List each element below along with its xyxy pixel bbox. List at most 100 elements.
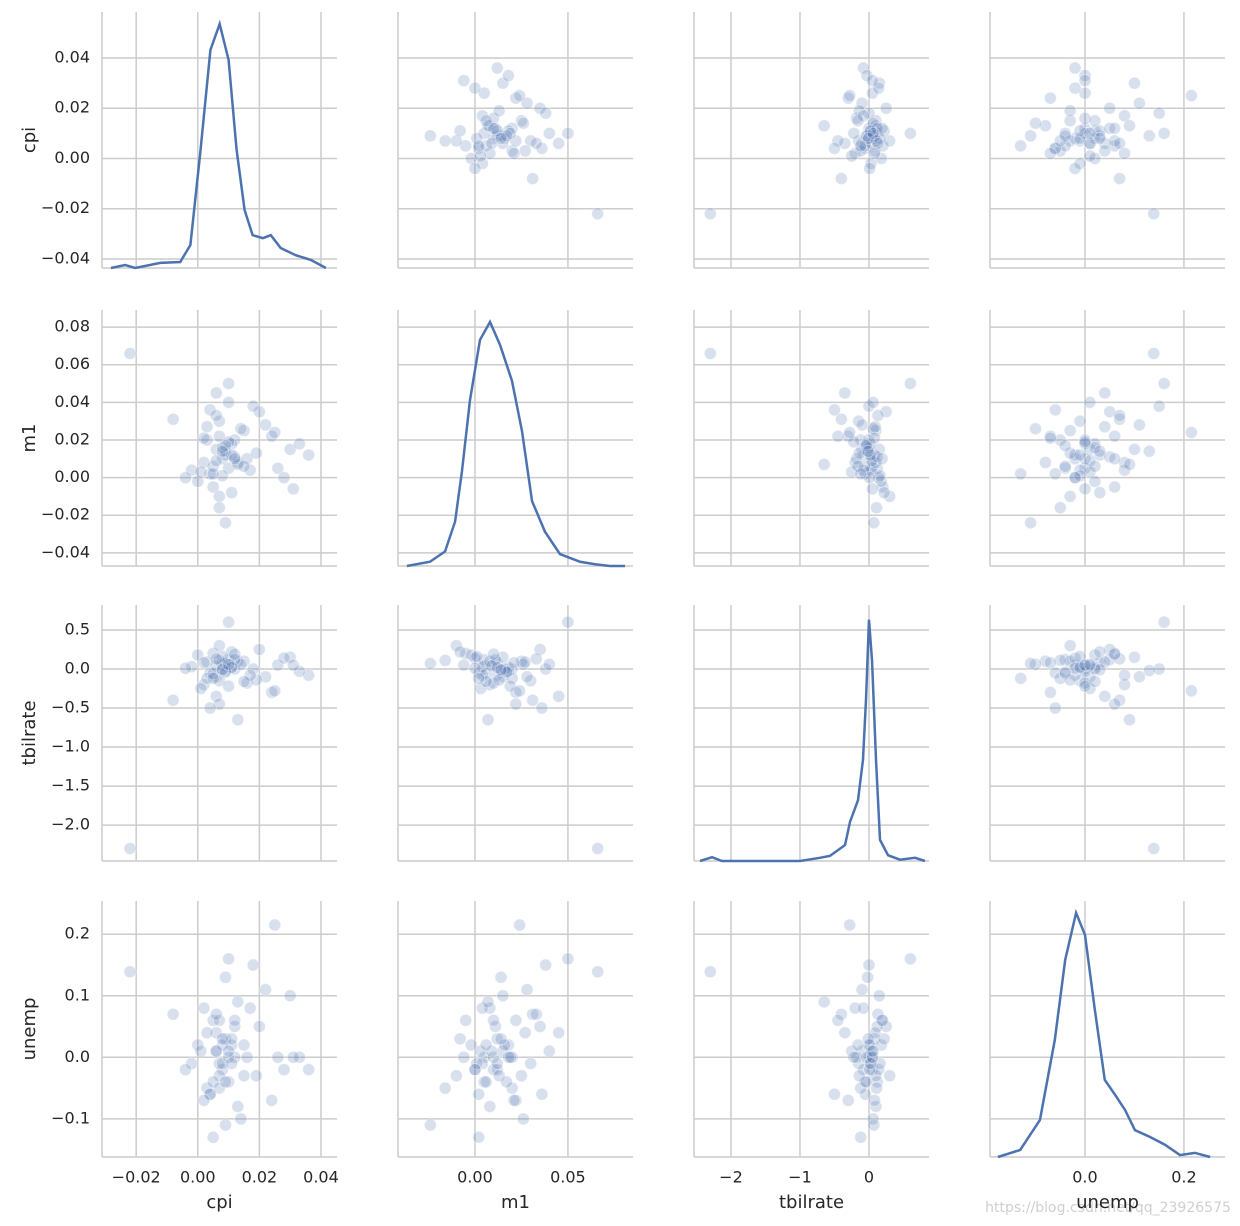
scatter-point [225, 1038, 239, 1052]
scatter-point [472, 139, 486, 153]
scatter-point [222, 461, 236, 475]
scatter-point [1108, 697, 1122, 711]
scatter-point [903, 377, 917, 391]
scatter-point [817, 995, 831, 1009]
scatter-point [237, 459, 251, 473]
scatter-point [494, 970, 508, 984]
scatter-point [862, 1050, 876, 1064]
scatter-point [1063, 654, 1077, 668]
y-tick-label: −0.04 [41, 248, 90, 267]
scatter-point [869, 1069, 883, 1083]
scatter-point [277, 1063, 291, 1077]
scatter-point [209, 1044, 223, 1058]
scatter-point [1157, 126, 1171, 140]
scatter-point [1098, 386, 1112, 400]
scatter-point [191, 474, 205, 488]
scatter-point [872, 76, 886, 90]
scatter-point [856, 463, 870, 477]
scatter-point [200, 420, 214, 434]
scatter-point [496, 650, 510, 664]
scatter-point [1068, 61, 1082, 75]
scatter-point [470, 131, 484, 145]
scatter-point [855, 1044, 869, 1058]
scatter-point [1093, 656, 1107, 670]
scatter-point [1118, 678, 1132, 692]
scatter-point [509, 1013, 523, 1027]
kde-curve [406, 319, 626, 568]
scatter-point [863, 448, 877, 462]
scatter-point [1073, 660, 1087, 674]
scatter-point [561, 615, 575, 629]
scatter-point [1063, 134, 1077, 148]
scatter-point [472, 1130, 486, 1144]
scatter-point [492, 673, 506, 687]
scatter-point [843, 918, 857, 932]
scatter-point [501, 69, 515, 83]
scatter-point [513, 918, 527, 932]
scatter-point [496, 76, 510, 90]
scatter-point [501, 1050, 515, 1064]
y-tick-label: −2.0 [51, 815, 90, 834]
scatter-point [1113, 172, 1127, 186]
scatter-point [539, 958, 553, 972]
scatter-point [861, 131, 875, 145]
scatter-point [1038, 119, 1052, 133]
scatter-point [1068, 81, 1082, 95]
scatter-point [871, 409, 885, 423]
scatter-point [903, 126, 917, 140]
scatter-point [1184, 89, 1198, 103]
scatter-point [866, 422, 880, 436]
scatter-point [468, 1063, 482, 1077]
scatter-point [1132, 670, 1146, 684]
scatter-point [838, 1026, 852, 1040]
scatter-point [487, 676, 501, 690]
scatter-point [485, 659, 499, 673]
scatter-point [286, 1050, 300, 1064]
scatter-point [212, 639, 226, 653]
scatter-point [1108, 647, 1122, 661]
scatter-point [1068, 668, 1082, 682]
scatter-point [1078, 433, 1092, 447]
scatter-point [225, 660, 239, 674]
scatter-point [203, 1087, 217, 1101]
scatter-point [483, 146, 497, 160]
scatter-point [485, 1044, 499, 1058]
scatter-point [487, 647, 501, 661]
scatter-point [879, 405, 893, 419]
scatter-point [1063, 424, 1077, 438]
scatter-point [535, 1087, 549, 1101]
scatter-point [475, 668, 489, 682]
x-tick-label: 0.04 [303, 1168, 339, 1187]
scatter-point [863, 124, 877, 138]
x-axis-label: cpi [206, 1192, 232, 1213]
scatter-point [1063, 114, 1077, 128]
scatter-point [222, 1044, 236, 1058]
scatter-point [855, 442, 869, 456]
scatter-point [858, 139, 872, 153]
scatter-point [485, 136, 499, 150]
scatter-point [505, 144, 519, 158]
x-tick-label: −1 [788, 1168, 812, 1187]
scatter-point [185, 660, 199, 674]
scatter-point [854, 467, 868, 481]
scatter-point [1078, 437, 1092, 451]
scatter-point [206, 467, 220, 481]
scatter-point [1058, 461, 1072, 475]
scatter-point [1113, 136, 1127, 150]
scatter-point [1083, 682, 1097, 696]
scatter-point [1063, 446, 1077, 460]
scatter-point [524, 674, 538, 688]
scatter-point [861, 444, 875, 458]
scatter-point [1103, 450, 1117, 464]
scatter-point [1123, 457, 1137, 471]
scatter-point [212, 414, 226, 428]
scatter-point [215, 650, 229, 664]
scatter-point [1083, 454, 1097, 468]
scatter-point [859, 1075, 873, 1089]
scatter-point [1083, 465, 1097, 479]
scatter-point [865, 1063, 879, 1077]
scatter-point [1073, 124, 1087, 138]
scatter-point [1078, 69, 1092, 83]
scatter-point [1147, 207, 1161, 221]
